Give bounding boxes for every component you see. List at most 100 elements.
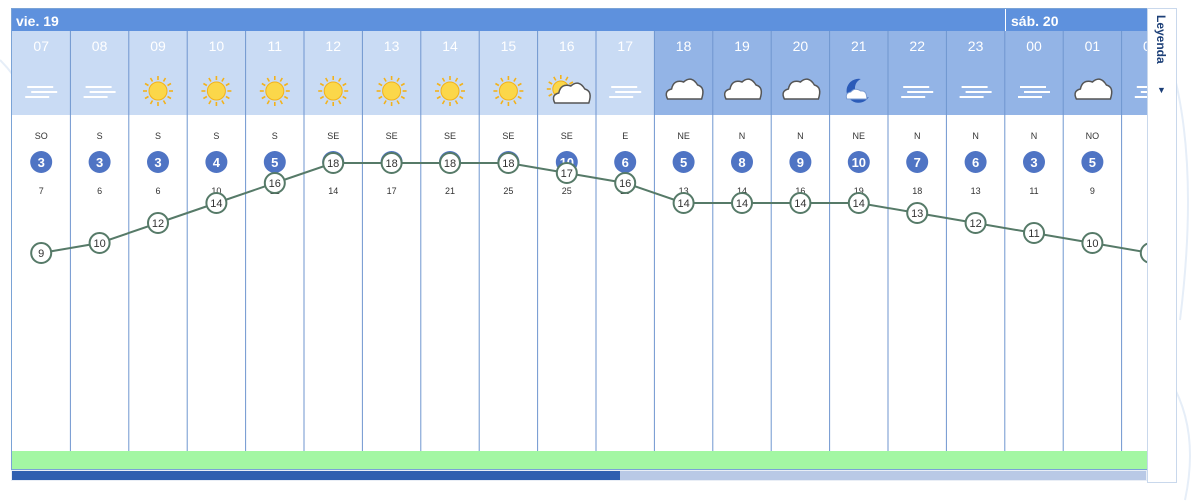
temperature-point bbox=[1023, 222, 1045, 244]
wind-gust-label: 25 bbox=[503, 186, 513, 196]
wind-gust-label: 25 bbox=[562, 186, 572, 196]
wind-badge bbox=[263, 151, 286, 173]
forecast-grid: vie. 19 sáb. 20 07 08 09 10 11 12 13 14 15 16 17 18… bbox=[11, 8, 1149, 470]
temperature-point bbox=[147, 212, 169, 234]
day-separator bbox=[1005, 9, 1006, 31]
temperature-point bbox=[497, 152, 520, 174]
temperature-point bbox=[1081, 232, 1104, 254]
hour-label: 01 bbox=[1085, 38, 1101, 54]
temperature-label: 14 bbox=[677, 198, 689, 210]
wind-gust-label: 17 bbox=[387, 186, 397, 196]
green-band bbox=[12, 451, 1148, 469]
hour-label: 17 bbox=[617, 38, 633, 54]
wind-speed-label: 3 bbox=[154, 155, 161, 170]
wind-badge bbox=[789, 151, 812, 173]
cloud-icon bbox=[723, 78, 763, 100]
hour-label: 22 bbox=[909, 38, 925, 54]
wind-gust-label: 13 bbox=[971, 186, 981, 196]
temperature-point bbox=[672, 192, 695, 214]
header-cell bbox=[479, 31, 538, 115]
wind-gust-label: 16 bbox=[795, 186, 805, 196]
temperature-label: 18 bbox=[502, 158, 514, 170]
scrollbar-track bbox=[620, 471, 1146, 480]
wind-badge bbox=[614, 151, 637, 173]
legend-expand-icon: ▼ bbox=[1157, 85, 1166, 95]
header-cell bbox=[654, 31, 713, 115]
sun-icon bbox=[259, 76, 290, 106]
wind-badge bbox=[1023, 151, 1045, 173]
mist-icon bbox=[1018, 86, 1050, 98]
temperature-point bbox=[439, 152, 461, 174]
hour-label: 07 bbox=[33, 38, 49, 54]
wind-speed-label: 6 bbox=[972, 155, 979, 170]
wind-speed-label: 3 bbox=[1030, 155, 1037, 170]
wind-speed-label: 5 bbox=[1089, 155, 1096, 170]
sun-icon bbox=[143, 76, 173, 106]
wind-badge bbox=[672, 151, 695, 173]
wind-direction-label: S bbox=[155, 131, 161, 141]
wind-gust-label: 18 bbox=[912, 186, 922, 196]
wind-badge bbox=[964, 151, 987, 173]
header-cell bbox=[946, 31, 1005, 115]
mist-icon bbox=[609, 86, 642, 98]
temperature-label: 10 bbox=[93, 238, 105, 250]
wind-direction-label: S bbox=[213, 131, 219, 141]
wind-direction-label: NE bbox=[677, 131, 690, 141]
sun-icon bbox=[493, 76, 524, 106]
header-cell bbox=[12, 31, 71, 115]
horizontal-scrollbar[interactable] bbox=[11, 470, 1147, 481]
hour-label: 09 bbox=[150, 38, 166, 54]
temperature-point bbox=[964, 212, 987, 234]
temperature-point bbox=[380, 152, 403, 174]
header-cell bbox=[128, 31, 188, 115]
wind-direction-label: N bbox=[972, 131, 979, 141]
temperature-label: 13 bbox=[911, 208, 923, 220]
hour-label: 20 bbox=[793, 38, 809, 54]
wind-gust-label: 21 bbox=[445, 186, 455, 196]
header-cell bbox=[1121, 31, 1148, 115]
temperature-label: 12 bbox=[969, 218, 981, 230]
header-cell bbox=[245, 31, 304, 115]
hour-label: 08 bbox=[92, 38, 108, 54]
header-cell bbox=[420, 31, 480, 115]
temperature-label: 16 bbox=[269, 178, 281, 190]
scrollbar-thumb[interactable] bbox=[12, 471, 620, 480]
sun-icon bbox=[376, 76, 407, 106]
wind-gust-label: 11 bbox=[1029, 186, 1038, 196]
temperature-label: 16 bbox=[619, 178, 631, 190]
legend-tab[interactable]: Leyenda ▼ bbox=[1147, 8, 1177, 483]
wind-gust-label: 7 bbox=[39, 186, 44, 196]
temperature-label: 17 bbox=[561, 168, 573, 180]
wind-direction-label: SE bbox=[502, 131, 514, 141]
wind-badge bbox=[847, 151, 870, 173]
moon-icon bbox=[845, 78, 869, 103]
wind-gust-label: 10 bbox=[211, 186, 221, 196]
temperature-point bbox=[789, 192, 812, 214]
mist-icon bbox=[83, 86, 116, 98]
hour-label: 19 bbox=[734, 38, 750, 54]
hour-label: 21 bbox=[851, 38, 867, 54]
hour-label: 13 bbox=[384, 38, 400, 54]
wind-speed-label: 9 bbox=[797, 155, 804, 170]
temperature-label: 14 bbox=[853, 198, 865, 210]
temperature-label: 11 bbox=[1028, 228, 1039, 240]
temperature-label: 18 bbox=[327, 158, 339, 170]
wind-speed-label: 10 bbox=[852, 155, 866, 170]
sun-icon bbox=[318, 76, 349, 106]
header-cell bbox=[1004, 31, 1064, 115]
header-cell bbox=[712, 31, 772, 115]
wind-direction-label: N bbox=[1031, 131, 1038, 141]
temperature-label: 12 bbox=[152, 218, 164, 230]
wind-speed-label: 7 bbox=[914, 155, 921, 170]
temperature-label: 9 bbox=[38, 248, 44, 260]
hourly-chart: 07 08 09 10 11 12 13 14 15 16 17 18 19 20 21 22 23 00 01 02… bbox=[12, 31, 1148, 469]
header-cell bbox=[888, 31, 947, 115]
temperature-point bbox=[906, 202, 929, 224]
header-cell bbox=[1063, 31, 1122, 115]
temperature-point bbox=[263, 172, 286, 194]
wind-direction-label: SO bbox=[35, 131, 48, 141]
hour-label: 11 bbox=[268, 38, 283, 54]
wind-badge bbox=[731, 151, 753, 173]
temperature-point bbox=[1139, 242, 1148, 264]
header-cell bbox=[70, 31, 129, 115]
